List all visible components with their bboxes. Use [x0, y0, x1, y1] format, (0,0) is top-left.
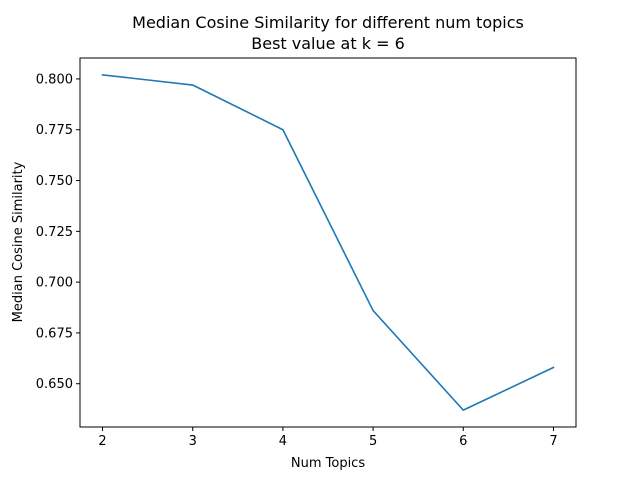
y-axis-label: Median Cosine Similarity [11, 161, 26, 322]
plot-frame [79, 57, 577, 428]
x-tick-label: 4 [279, 434, 287, 449]
x-axis-label: Num Topics [291, 456, 365, 471]
chart-title: Median Cosine Similarity for different n… [132, 13, 524, 32]
x-axis: 2 3 4 5 6 7 [98, 427, 558, 449]
x-tick-label: 7 [549, 434, 557, 449]
series-line [101, 73, 555, 411]
x-tick-label: 5 [369, 434, 377, 449]
plot-area [79, 57, 577, 428]
chart-subtitle: Best value at k = 6 [251, 34, 405, 53]
y-tick-label: 0.800 [36, 72, 73, 87]
y-axis: 0.650 0.675 0.700 0.725 0.750 0.775 0.800 [36, 72, 80, 392]
x-tick-label: 2 [98, 434, 106, 449]
y-tick-label: 0.675 [36, 326, 73, 341]
x-tick-label: 3 [189, 434, 197, 449]
y-tick-label: 0.650 [36, 377, 73, 392]
y-tick-label: 0.725 [36, 225, 73, 240]
y-tick-label: 0.700 [36, 276, 73, 291]
x-tick-label: 6 [459, 434, 467, 449]
series-layer [101, 73, 555, 411]
y-tick-label: 0.750 [36, 174, 73, 189]
y-tick-label: 0.775 [36, 123, 73, 138]
